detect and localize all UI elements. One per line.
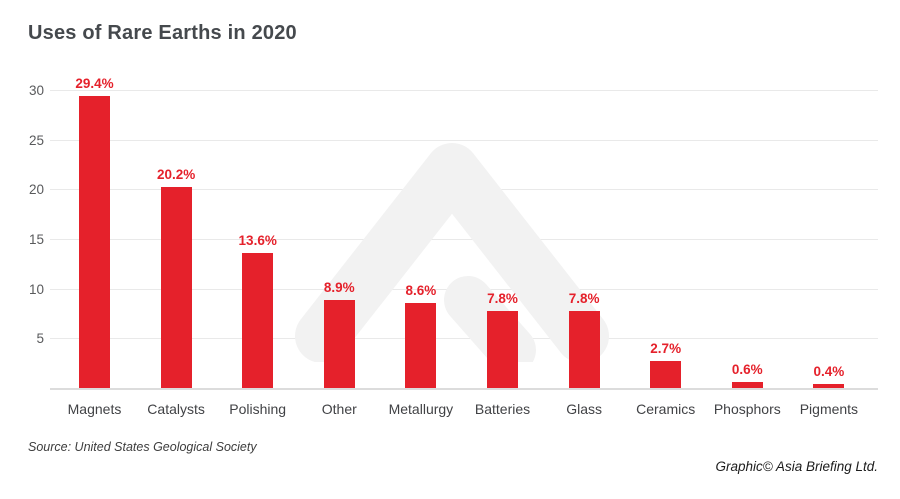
bar-other: [323, 300, 355, 388]
bar-phosphors: [731, 382, 763, 388]
y-tick-label-15: 15: [28, 232, 44, 247]
value-label-ceramics: 2.7%: [650, 341, 682, 356]
bar-ceramics: [650, 361, 682, 388]
category-label-phosphors: Phosphors: [713, 401, 781, 417]
bar-pigments: [813, 384, 845, 388]
value-label-batteries: 7.8%: [487, 291, 518, 306]
bar-polishing: [242, 253, 274, 388]
value-label-pigments: 0.4%: [813, 364, 845, 379]
bar-batteries: [487, 311, 518, 388]
category-label-catalysts: Catalysts: [147, 401, 205, 417]
category-label-magnets: Magnets: [67, 401, 122, 417]
value-label-other: 8.9%: [323, 280, 355, 295]
y-tick-label-30: 30: [28, 83, 44, 98]
bar-glass: [568, 311, 600, 388]
value-label-magnets: 29.4%: [75, 76, 114, 91]
source-note: Source: United States Geological Society: [28, 440, 257, 454]
credit-note: Graphic© Asia Briefing Ltd.: [715, 459, 878, 474]
value-label-phosphors: 0.6%: [731, 362, 763, 377]
plot-area: 29.4% Magnets 20.2% Catalysts 13.6% Polishing…: [50, 76, 878, 417]
value-label-catalysts: 20.2%: [156, 167, 196, 182]
category-label-glass: Glass: [566, 401, 602, 417]
bar-catalysts: [160, 187, 192, 388]
y-tick-label-5: 5: [36, 331, 44, 347]
value-label-glass: 7.8%: [568, 291, 600, 306]
category-label-metallurgy: Metallurgy: [388, 401, 454, 417]
y-tick-label-25: 25: [28, 132, 44, 148]
value-label-polishing: 13.6%: [238, 233, 277, 248]
bar-magnets: [79, 96, 110, 388]
category-label-polishing: Polishing: [229, 401, 287, 417]
gridline-25: [50, 139, 878, 141]
y-tick-label-10: 10: [28, 281, 44, 297]
category-label-ceramics: Ceramics: [636, 401, 696, 417]
category-label-batteries: Batteries: [474, 401, 531, 417]
bar-metallurgy: [405, 303, 437, 388]
category-label-pigments: Pigments: [799, 401, 859, 417]
gridline-30: [50, 90, 878, 91]
category-label-other: Other: [321, 401, 357, 417]
value-label-metallurgy: 8.6%: [405, 283, 437, 298]
chart-title: Uses of Rare Earths in 2020: [28, 22, 297, 44]
y-tick-label-20: 20: [28, 182, 44, 198]
